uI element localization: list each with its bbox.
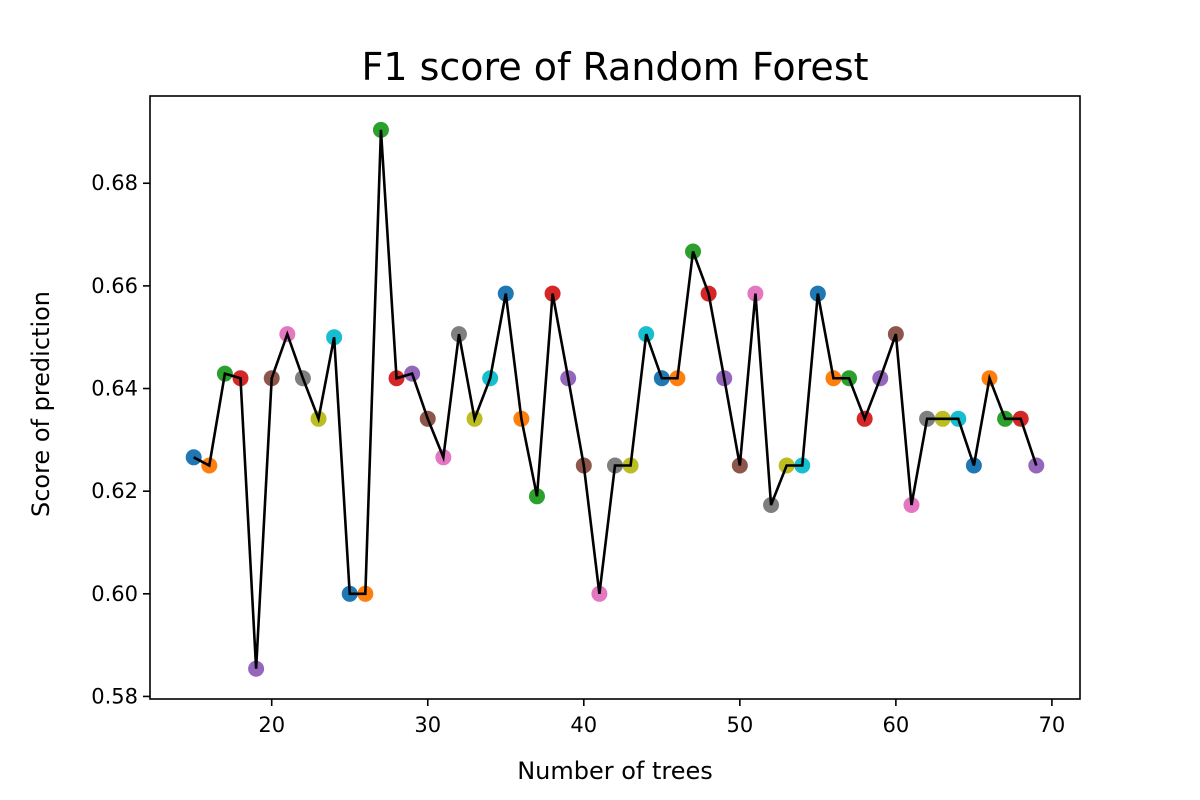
x-tick-label: 20	[258, 713, 285, 737]
y-tick-label: 0.64	[91, 377, 138, 401]
plot-area	[185, 121, 1045, 677]
y-axis-label: Score of prediction	[27, 291, 55, 517]
y-tick-label: 0.66	[91, 274, 138, 298]
x-tick-label: 50	[726, 713, 753, 737]
y-tick-label: 0.58	[91, 684, 138, 708]
x-tick-label: 70	[1039, 713, 1066, 737]
plot-frame	[149, 95, 1081, 700]
y-tick-label: 0.62	[91, 479, 138, 503]
y-tick-label: 0.68	[91, 171, 138, 195]
chart-title: F1 score of Random Forest	[361, 45, 868, 89]
x-axis-label: Number of trees	[517, 757, 713, 785]
y-tick-label: 0.60	[91, 582, 138, 606]
x-tick-label: 30	[414, 713, 441, 737]
x-tick-label: 60	[883, 713, 910, 737]
series-line	[193, 129, 1038, 669]
x-axis: 20 30 40 50 60 70	[258, 699, 1065, 737]
y-axis: 0.58 0.60 0.62 0.64 0.66 0.68	[91, 171, 150, 708]
x-tick-label: 40	[570, 713, 597, 737]
